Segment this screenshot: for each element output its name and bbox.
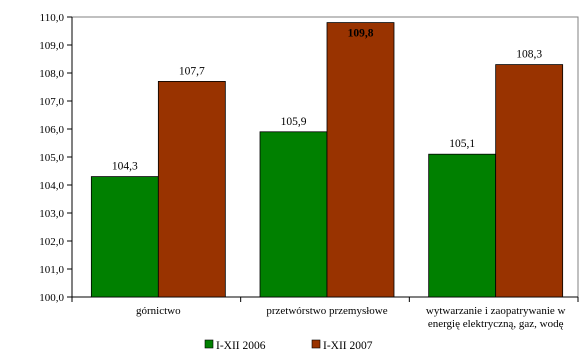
bar-2006 xyxy=(428,153,497,298)
bar-2007 xyxy=(157,81,226,298)
bar-2006 xyxy=(259,131,328,298)
y-tick-label: 109,0 xyxy=(39,40,64,52)
bar-2007 xyxy=(326,22,395,298)
y-tick-label: 102,0 xyxy=(39,236,64,248)
x-category-label: energię elektryczną, gaz, wodę xyxy=(428,318,564,330)
data-label: 109,8 xyxy=(348,28,374,40)
legend-swatch xyxy=(204,339,214,349)
y-tick-label: 101,0 xyxy=(39,264,64,276)
x-category-label: górnictwo xyxy=(136,305,181,317)
y-tick-label: 107,0 xyxy=(39,96,64,108)
y-tick-label: 106,0 xyxy=(39,124,64,136)
data-label: 105,1 xyxy=(449,138,475,150)
y-tick-label: 108,0 xyxy=(39,68,64,80)
legend-label: I-XII 2006 xyxy=(216,340,266,352)
y-tick-label: 105,0 xyxy=(39,152,64,164)
y-tick-label: 104,0 xyxy=(39,180,64,192)
y-tick-label: 110,0 xyxy=(40,12,65,24)
legend-swatch xyxy=(311,339,321,349)
data-label: 105,9 xyxy=(281,116,307,128)
data-label: 108,3 xyxy=(516,49,542,61)
data-label: 104,3 xyxy=(112,161,138,173)
y-tick-label: 100,0 xyxy=(39,292,64,304)
bar-2006 xyxy=(90,176,159,298)
legend-label: I-XII 2007 xyxy=(323,340,373,352)
data-label: 107,7 xyxy=(179,65,205,77)
x-category-label: wytwarzanie i zaopatrywanie w xyxy=(426,305,566,317)
bar-2007 xyxy=(495,64,564,298)
y-tick-label: 103,0 xyxy=(39,208,64,220)
x-category-label: przetwórstwo przemysłowe xyxy=(266,305,387,317)
